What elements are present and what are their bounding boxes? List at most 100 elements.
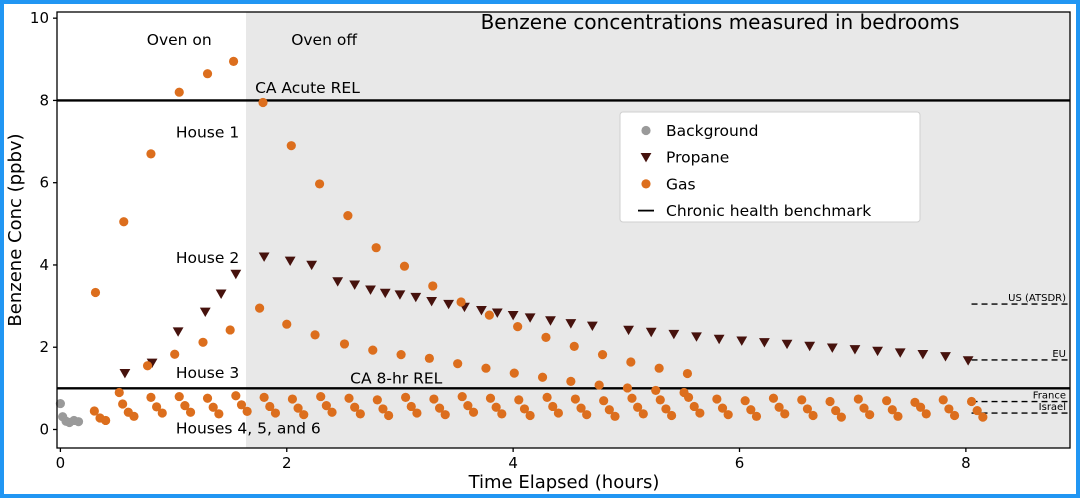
gas-point [170,349,180,359]
benchmark-label: EU [1052,349,1066,360]
annotation-houses-4-5-and-6: Houses 4, 5, and 6 [176,420,321,438]
propane-point [230,269,242,280]
propane-point [826,343,838,353]
propane-point [668,329,680,340]
gas-point [174,87,184,97]
gas-point [344,393,354,403]
gas-point [180,401,190,411]
gas-point [89,406,99,416]
propane-point [172,327,184,337]
gas-point [327,407,337,417]
propane-point [940,352,951,362]
gas-point [774,402,784,412]
gas-point [214,409,224,419]
gas-point [682,368,693,379]
gas-point [542,392,552,403]
gas-point [468,407,479,417]
legend-box [619,111,921,223]
gas-point [570,394,580,404]
gas-point [258,97,268,108]
gas-point [114,387,124,398]
propane-point [306,260,318,271]
gas-point [118,399,128,409]
annotation-house-1: House 1 [176,123,239,141]
propane-point [524,313,536,323]
legend-label-propane: Propane [666,149,729,167]
propane-point [258,252,270,262]
propane-point [426,296,438,307]
gas-point [949,410,960,421]
gas-point [633,402,643,412]
propane-point [691,332,702,342]
gas-point [537,372,548,382]
propane-point [365,285,376,295]
gas-point [915,402,926,412]
benchmark-label: Israel [1039,402,1066,413]
propane-point [781,339,793,350]
legend-marker-background [641,125,651,136]
y-tick-label: 10 [30,9,49,27]
gas-point [412,408,422,418]
annotation-house-2: House 2 [176,249,239,267]
gas-point [576,403,586,413]
gas-point [434,403,445,413]
gas-point [343,211,353,221]
gas-point [519,404,530,414]
gas-point [666,410,677,421]
gas-point [638,409,648,419]
propane-point [379,288,391,299]
gas-point [836,412,846,422]
gas-point [865,410,875,420]
oven-off-region [246,12,1070,448]
gas-point [174,391,184,402]
gas-point [525,410,535,421]
gas-point [440,410,450,420]
propane-point [736,336,748,346]
gas-point [299,410,309,420]
gas-point [626,357,636,367]
legend-label-gas: Gas [666,175,696,193]
y-axis-label: Benzene Conc (ppbv) [5,133,26,326]
benchmark-label: US (ATSDR) [1008,293,1066,304]
gas-point [689,401,699,412]
gas-point [378,404,388,414]
legend-label-benchmark: Chronic health benchmark [666,202,871,220]
gas-point [655,395,665,405]
gas-point [371,243,381,253]
gas-point [282,319,292,329]
gas-point [683,392,694,403]
propane-point [332,277,344,287]
propane-point [849,345,861,355]
propane-point [476,306,487,316]
gas-point [368,345,378,355]
gas-point [339,339,350,349]
gas-point [428,281,438,291]
y-tick-label: 2 [39,338,49,356]
gas-point [236,400,247,410]
x-tick-label: 6 [735,454,745,472]
propane-point [410,292,422,303]
gas-point [513,322,523,332]
gas-point [287,394,298,404]
y-tick-label: 0 [39,420,49,438]
gas-point [548,401,558,412]
gas-point [401,392,411,403]
gas-point [566,376,576,386]
gas-point [152,402,162,412]
gas-point [740,396,750,406]
gas-point [293,403,303,413]
gas-point [259,392,269,403]
gas-point [456,297,466,307]
gas-point [355,409,365,419]
gas-point [396,350,406,360]
propane-point [565,319,577,329]
gas-point [453,359,463,369]
gas-point [90,287,101,298]
gas-point [594,380,604,390]
propane-point [394,290,406,300]
gas-point [484,310,494,320]
propane-point [443,299,455,310]
gas-point [921,409,931,419]
chart-title: Benzene concentrations measured in bedro… [481,10,960,34]
gas-point [751,411,762,421]
